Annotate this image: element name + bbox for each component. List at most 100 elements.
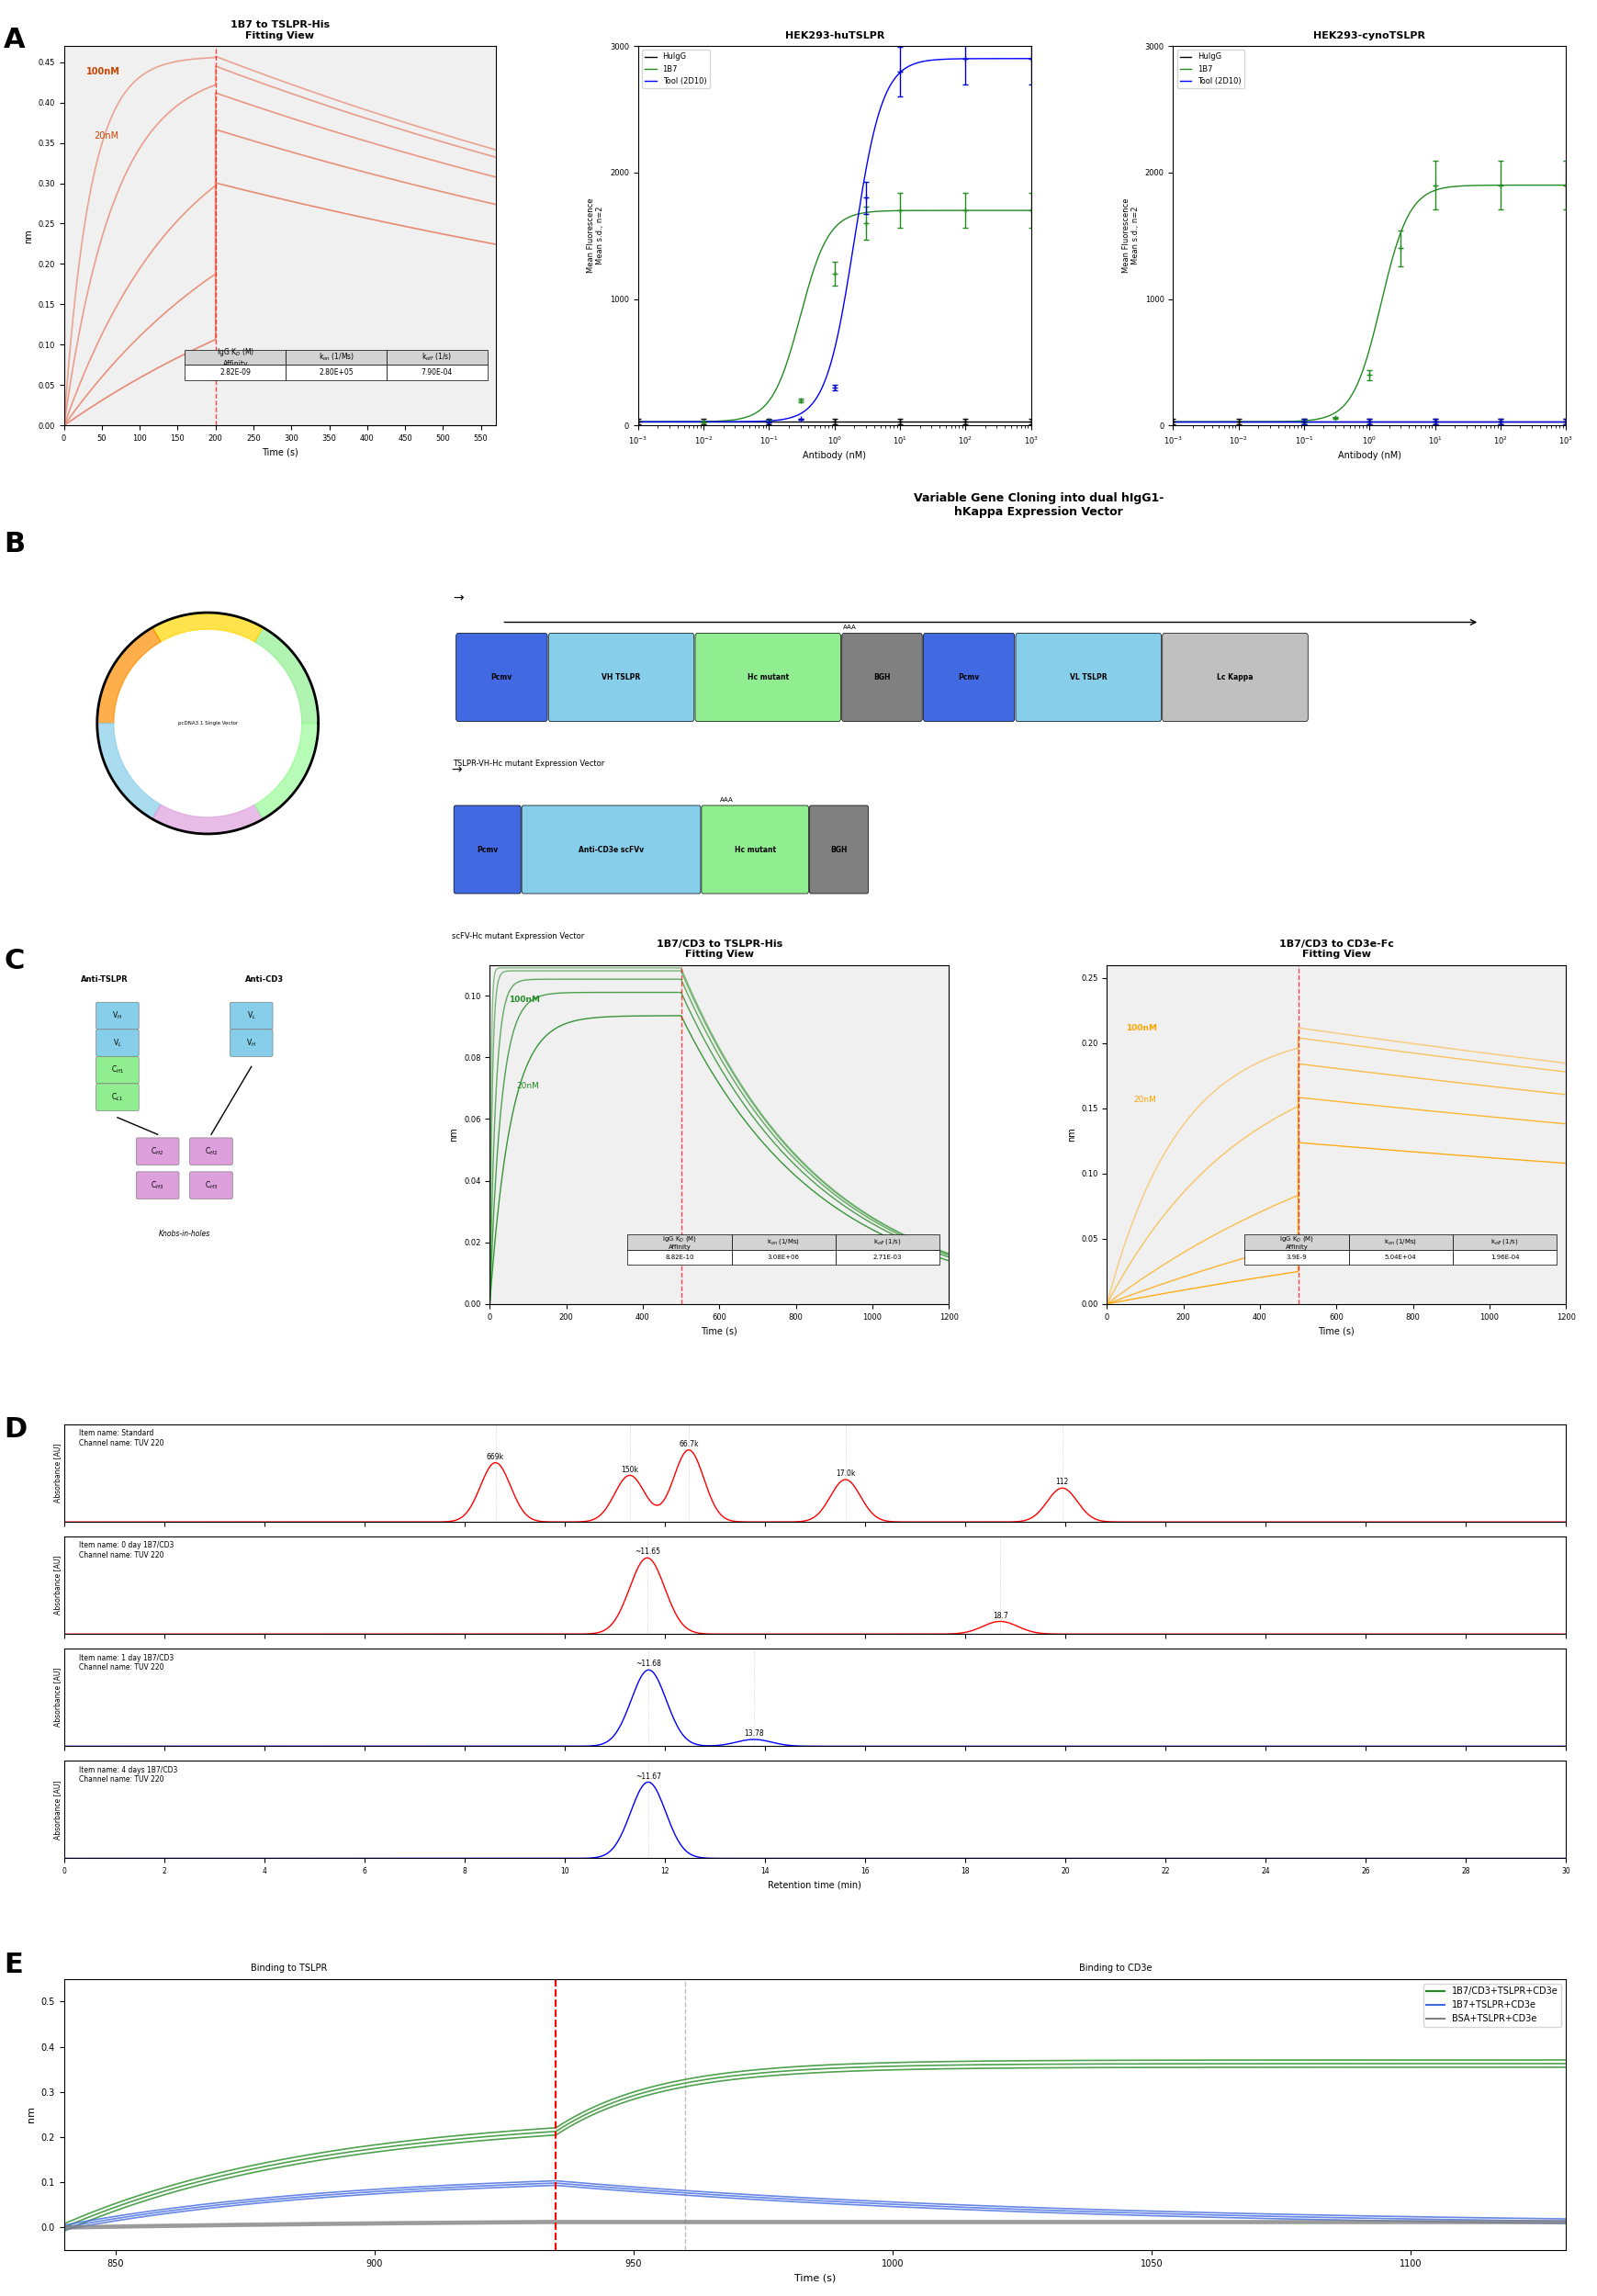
Text: →: → [452,765,462,776]
FancyBboxPatch shape [695,634,840,721]
Text: Pcmv: Pcmv [476,845,498,854]
FancyBboxPatch shape [96,1003,139,1029]
Polygon shape [97,627,161,723]
Text: Knobs-in-holes: Knobs-in-holes [158,1231,211,1238]
Text: C$_{L1}$: C$_{L1}$ [112,1091,123,1102]
Y-axis label: Mean Fluorescence
Mean s.d., n=2: Mean Fluorescence Mean s.d., n=2 [586,197,604,273]
Text: 20nM: 20nM [516,1081,540,1091]
Text: Variable Gene Cloning into dual hIgG1-
hKappa Expression Vector: Variable Gene Cloning into dual hIgG1- h… [913,491,1163,519]
Text: Anti-TSLPR: Anti-TSLPR [80,976,128,983]
Text: Pcmv: Pcmv [958,673,979,682]
Text: 669k: 669k [487,1453,505,1460]
Text: E: E [3,1952,22,1979]
Text: A: A [3,28,26,53]
FancyBboxPatch shape [522,806,701,893]
FancyBboxPatch shape [96,1056,139,1084]
Y-axis label: nm: nm [24,230,34,243]
Title: HEK293-cynoTSLPR: HEK293-cynoTSLPR [1313,30,1425,39]
FancyBboxPatch shape [454,806,521,893]
Text: Hc mutant: Hc mutant [747,673,789,682]
FancyBboxPatch shape [842,634,921,721]
Text: 100nM: 100nM [508,996,540,1003]
Text: Item name: 0 day 1B7/CD3
Channel name: TUV 220: Item name: 0 day 1B7/CD3 Channel name: T… [78,1541,174,1559]
FancyBboxPatch shape [190,1171,233,1199]
Text: VH TSLPR: VH TSLPR [602,673,640,682]
Text: C$_{H1}$: C$_{H1}$ [110,1065,125,1077]
Text: V$_L$: V$_L$ [246,1010,256,1022]
Text: V$_L$: V$_L$ [113,1038,121,1049]
X-axis label: Time (s): Time (s) [1318,1327,1354,1336]
Polygon shape [254,723,318,820]
Text: D: D [3,1417,27,1442]
Text: pcDNA3.1 Single Vector: pcDNA3.1 Single Vector [177,721,238,726]
Text: Item name: Standard
Channel name: TUV 220: Item name: Standard Channel name: TUV 22… [78,1430,164,1446]
Text: 150k: 150k [621,1465,639,1474]
FancyBboxPatch shape [230,1029,273,1056]
FancyBboxPatch shape [96,1084,139,1111]
Legend: HuIgG, 1B7, Tool (2D10): HuIgG, 1B7, Tool (2D10) [1177,51,1244,87]
Text: Anti-CD3: Anti-CD3 [246,976,284,983]
Polygon shape [152,613,264,643]
Legend: HuIgG, 1B7, Tool (2D10): HuIgG, 1B7, Tool (2D10) [642,51,709,87]
Text: AAA: AAA [720,797,733,801]
Text: BGH: BGH [874,673,890,682]
Y-axis label: Mean Fluorescence
Mean s.d., n=2: Mean Fluorescence Mean s.d., n=2 [1121,197,1139,273]
Y-axis label: nm: nm [27,2105,35,2124]
FancyBboxPatch shape [96,1029,139,1056]
Text: →: → [452,592,463,604]
Text: V$_H$: V$_H$ [112,1010,123,1022]
Text: AAA: AAA [842,625,856,629]
Y-axis label: nm: nm [449,1127,458,1141]
X-axis label: Antibody (nM): Antibody (nM) [1337,450,1401,459]
Text: BGH: BGH [830,845,846,854]
X-axis label: Time (s): Time (s) [701,1327,738,1336]
X-axis label: Time (s): Time (s) [794,2273,835,2282]
Text: VL TSLPR: VL TSLPR [1070,673,1107,682]
Text: Anti-CD3e scFVv: Anti-CD3e scFVv [578,845,644,854]
X-axis label: Retention time (min): Retention time (min) [768,1880,861,1890]
Text: 20nM: 20nM [1132,1095,1156,1104]
Text: 13.78: 13.78 [744,1729,763,1738]
Polygon shape [254,627,318,723]
X-axis label: Time (s): Time (s) [262,448,299,457]
FancyBboxPatch shape [701,806,808,893]
FancyBboxPatch shape [230,1003,273,1029]
Text: scFV-Hc mutant Expression Vector: scFV-Hc mutant Expression Vector [452,932,583,941]
Text: B: B [3,530,26,558]
Text: 17.0k: 17.0k [835,1469,854,1479]
Title: 1B7 to TSLPR-His
Fitting View: 1B7 to TSLPR-His Fitting View [230,21,329,39]
Y-axis label: Absorbance [AU]: Absorbance [AU] [53,1557,61,1614]
Text: C$_{H3}$: C$_{H3}$ [204,1180,217,1192]
Title: 1B7/CD3 to CD3e-Fc
Fitting View: 1B7/CD3 to CD3e-Fc Fitting View [1278,939,1393,960]
FancyBboxPatch shape [1161,634,1308,721]
Text: 100nM: 100nM [86,67,120,76]
Text: Lc Kappa: Lc Kappa [1217,673,1252,682]
FancyBboxPatch shape [190,1139,233,1164]
FancyBboxPatch shape [548,634,693,721]
Y-axis label: nm: nm [1067,1127,1075,1141]
X-axis label: Antibody (nM): Antibody (nM) [802,450,866,459]
Text: C$_{H2}$: C$_{H2}$ [204,1146,217,1157]
Text: Hc mutant: Hc mutant [735,845,775,854]
Text: Binding to TSLPR: Binding to TSLPR [251,1963,327,1972]
FancyBboxPatch shape [923,634,1014,721]
Text: C$_{H3}$: C$_{H3}$ [152,1180,164,1192]
Legend: 1B7/CD3+TSLPR+CD3e, 1B7+TSLPR+CD3e, BSA+TSLPR+CD3e: 1B7/CD3+TSLPR+CD3e, 1B7+TSLPR+CD3e, BSA+… [1423,1984,1560,2027]
Text: Binding to CD3e: Binding to CD3e [1078,1963,1151,1972]
Title: 1B7/CD3 to TSLPR-His
Fitting View: 1B7/CD3 to TSLPR-His Fitting View [656,939,783,960]
Text: Item name: 1 day 1B7/CD3
Channel name: TUV 220: Item name: 1 day 1B7/CD3 Channel name: T… [78,1653,174,1671]
Title: HEK293-huTSLPR: HEK293-huTSLPR [784,30,883,39]
Polygon shape [152,804,264,833]
Text: C: C [3,948,24,974]
Text: Item name: 4 days 1B7/CD3
Channel name: TUV 220: Item name: 4 days 1B7/CD3 Channel name: … [78,1766,177,1784]
Text: 66.7k: 66.7k [679,1440,698,1449]
FancyBboxPatch shape [136,1139,179,1164]
Text: 100nM: 100nM [1126,1024,1156,1031]
Text: 112: 112 [1056,1479,1068,1486]
Text: TSLPR-VH-Hc mutant Expression Vector: TSLPR-VH-Hc mutant Expression Vector [452,760,604,769]
FancyBboxPatch shape [455,634,548,721]
Y-axis label: Absorbance [AU]: Absorbance [AU] [53,1779,61,1839]
Text: ~11.65: ~11.65 [634,1548,660,1557]
Polygon shape [97,723,161,820]
Y-axis label: Absorbance [AU]: Absorbance [AU] [53,1667,61,1727]
